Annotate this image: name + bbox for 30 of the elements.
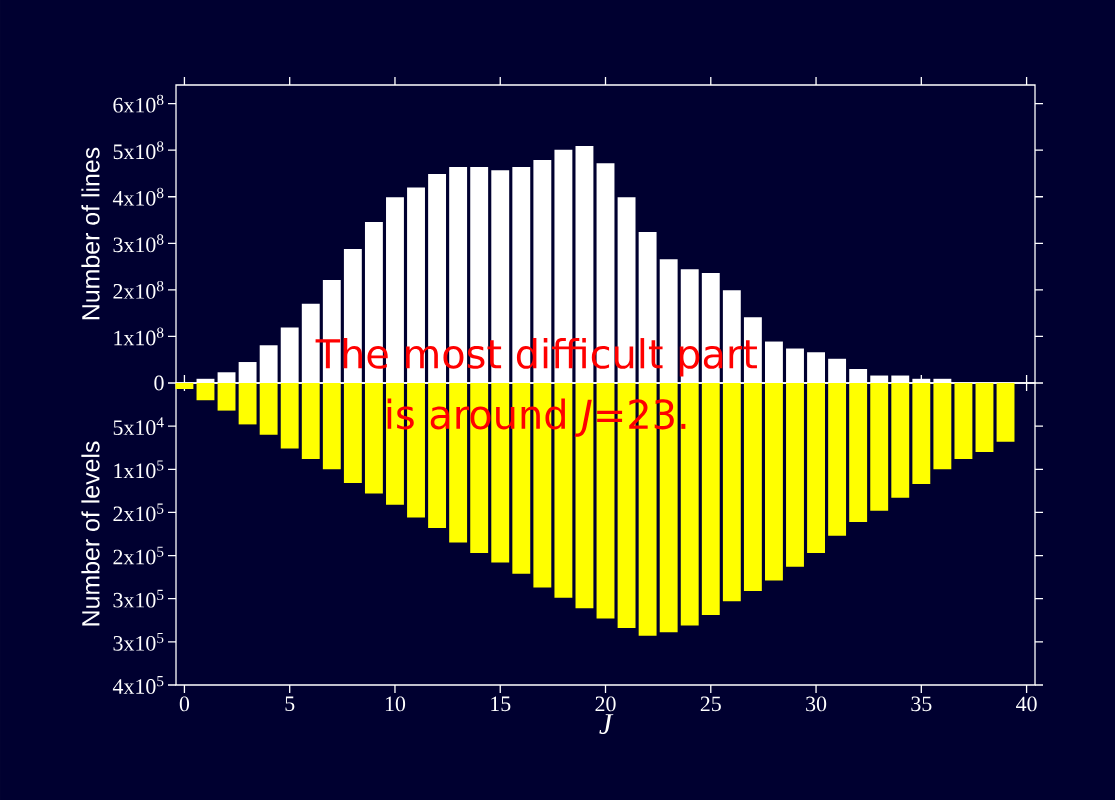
y-tick-label: 4x10$^{8}$ (112, 187, 164, 206)
y-tick-label: 0 (154, 375, 164, 391)
x-tick-label: 10 (385, 696, 406, 712)
y-axis-title: Number of lines (81, 147, 100, 320)
y-tick-label: 1x10$^{5}$ (114, 460, 164, 479)
x-tick-label: 30 (806, 696, 827, 712)
y-tick-label: 1x10$^{8}$ (114, 327, 164, 346)
y-tick-label: 4x10$^{5}$ (112, 676, 164, 694)
y-tick-label: 5x10$^{8}$ (113, 141, 164, 160)
bar (175, 382, 194, 390)
x-tick-label: 25 (700, 696, 721, 712)
y-tick-label: 2x10$^{8}$ (113, 280, 164, 299)
y-tick-label: 2x10$^{5}$ (113, 546, 164, 565)
y-tick-label: 6x10$^{8}$ (113, 94, 164, 113)
x-tick-label: 5 (285, 696, 295, 712)
y-tick-label: 2x10$^{5}$ (113, 503, 164, 522)
y-tick-label: 3x10$^{5}$ (113, 589, 164, 608)
bar (954, 382, 973, 459)
y-tick-label: 3x10$^{8}$ (113, 234, 164, 253)
x-tick-label: 20 (595, 696, 616, 712)
bar (975, 382, 994, 453)
y-tick-label: 5x10$^{4}$ (113, 417, 164, 436)
x-tick-label: 35 (911, 696, 932, 712)
x-tick-label: 0 (179, 696, 190, 712)
y-tick-label: 3x10$^{5}$ (113, 632, 164, 651)
x-tick-label: 40 (1016, 696, 1037, 712)
y-axis-title: Number of levels (81, 441, 100, 626)
bar (996, 382, 1015, 442)
x-tick-label: 15 (491, 696, 511, 712)
x-axis-title: J (599, 714, 614, 735)
